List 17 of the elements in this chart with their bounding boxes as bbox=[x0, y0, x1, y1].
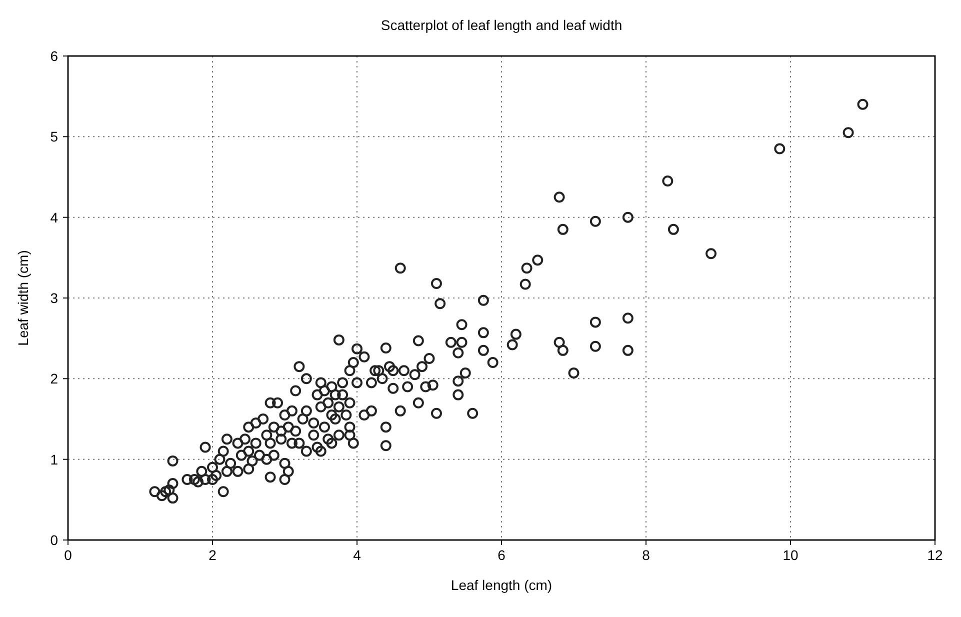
y-tick-label: 6 bbox=[50, 48, 58, 64]
x-tick-label: 4 bbox=[353, 547, 362, 563]
x-tick-label: 12 bbox=[927, 547, 943, 563]
y-tick-label: 0 bbox=[50, 532, 58, 548]
x-tick-label: 2 bbox=[208, 547, 217, 563]
y-tick-label: 3 bbox=[50, 290, 58, 306]
chart-title: Scatterplot of leaf length and leaf width bbox=[380, 17, 622, 33]
y-tick-label: 2 bbox=[50, 370, 58, 387]
y-tick-label: 5 bbox=[50, 128, 58, 145]
y-tick-label: 4 bbox=[50, 209, 58, 226]
x-tick-label: 6 bbox=[498, 547, 506, 563]
y-axis-title: Leaf width (cm) bbox=[15, 250, 31, 346]
x-tick-label: 10 bbox=[782, 547, 798, 563]
x-axis-title: Leaf length (cm) bbox=[450, 577, 552, 593]
x-tick-label: 0 bbox=[64, 547, 72, 563]
x-tick-label: 8 bbox=[642, 547, 650, 563]
y-tick-label: 1 bbox=[50, 451, 58, 468]
